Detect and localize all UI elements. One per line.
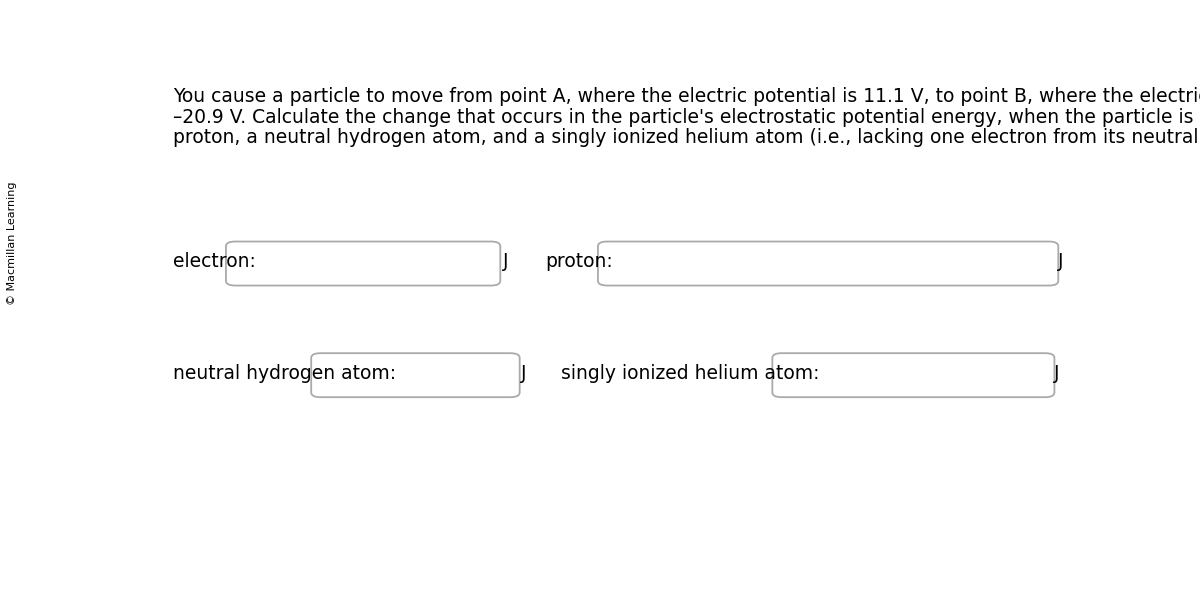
FancyBboxPatch shape bbox=[598, 241, 1058, 286]
Text: J: J bbox=[1058, 252, 1064, 271]
FancyBboxPatch shape bbox=[773, 353, 1055, 397]
Text: You cause a particle to move from point A, where the electric potential is 11.1 : You cause a particle to move from point … bbox=[173, 87, 1200, 106]
Text: electron:: electron: bbox=[173, 252, 256, 271]
FancyBboxPatch shape bbox=[311, 353, 520, 397]
Text: © Macmillan Learning: © Macmillan Learning bbox=[7, 181, 17, 305]
Text: proton, a neutral hydrogen atom, and a singly ionized helium atom (i.e., lacking: proton, a neutral hydrogen atom, and a s… bbox=[173, 128, 1200, 147]
FancyBboxPatch shape bbox=[226, 241, 500, 286]
Text: neutral hydrogen atom:: neutral hydrogen atom: bbox=[173, 364, 396, 383]
Text: proton:: proton: bbox=[545, 252, 613, 271]
Text: singly ionized helium atom:: singly ionized helium atom: bbox=[560, 364, 820, 383]
Text: J: J bbox=[521, 364, 526, 383]
Text: J: J bbox=[1055, 364, 1060, 383]
Text: –20.9 V. Calculate the change that occurs in the particle's electrostatic potent: –20.9 V. Calculate the change that occur… bbox=[173, 108, 1200, 126]
Text: J: J bbox=[503, 252, 508, 271]
